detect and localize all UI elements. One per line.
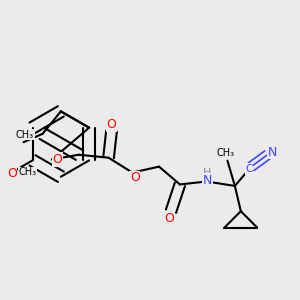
Text: O: O <box>7 167 17 180</box>
Text: O: O <box>52 153 62 166</box>
Text: O: O <box>130 171 140 184</box>
Text: N: N <box>268 146 277 159</box>
Text: C: C <box>245 164 253 174</box>
Text: O: O <box>164 212 174 225</box>
Text: CH₃: CH₃ <box>217 148 235 158</box>
Text: CH₃: CH₃ <box>19 167 37 177</box>
Text: N: N <box>202 174 212 187</box>
Text: H: H <box>203 168 212 178</box>
Text: O: O <box>106 118 116 131</box>
Text: CH₃: CH₃ <box>16 130 34 140</box>
